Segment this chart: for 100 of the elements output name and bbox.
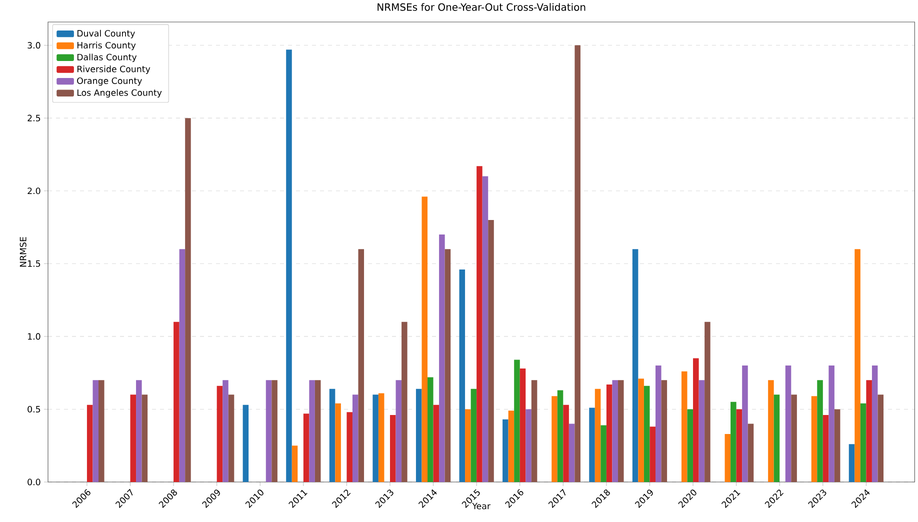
bar xyxy=(730,402,736,482)
bar xyxy=(465,409,471,482)
bar xyxy=(378,393,384,482)
bar xyxy=(242,404,249,482)
y-axis-title: NRMSE xyxy=(20,237,26,267)
bar xyxy=(574,45,580,482)
bar xyxy=(822,415,829,482)
bar xyxy=(736,409,742,482)
bar xyxy=(618,380,624,482)
bar xyxy=(687,409,694,482)
bar xyxy=(352,394,358,482)
bar xyxy=(428,377,434,482)
bar xyxy=(557,390,564,482)
bar xyxy=(563,404,569,482)
bar xyxy=(142,394,148,482)
bar xyxy=(433,404,440,482)
bar xyxy=(568,424,575,482)
y-tick-label: 2.0 xyxy=(28,188,40,194)
bar xyxy=(866,380,872,482)
bar xyxy=(402,322,408,482)
bar xyxy=(531,380,538,482)
legend-label: Dallas County xyxy=(77,54,137,62)
bar xyxy=(612,380,618,482)
bar xyxy=(216,386,223,482)
bar xyxy=(878,394,884,482)
bar xyxy=(179,249,186,482)
bar xyxy=(817,380,823,482)
bar xyxy=(439,234,445,482)
bar xyxy=(346,412,352,482)
bar xyxy=(266,380,272,482)
bar xyxy=(644,386,650,482)
bar xyxy=(130,394,136,482)
legend-label: Los Angeles County xyxy=(77,89,162,98)
bar xyxy=(470,388,477,482)
bar xyxy=(828,366,834,482)
y-tick-label: 3.0 xyxy=(28,42,40,49)
bar xyxy=(785,366,792,482)
bar xyxy=(98,380,104,482)
bar xyxy=(303,414,310,482)
bar xyxy=(286,50,292,482)
bar xyxy=(526,409,532,482)
y-tick-label: 0.5 xyxy=(28,406,40,412)
y-tick-label: 0.0 xyxy=(28,478,40,486)
legend-label: Orange County xyxy=(77,77,142,86)
bar xyxy=(848,444,855,482)
bar xyxy=(488,220,494,482)
bar xyxy=(222,380,228,482)
bar xyxy=(514,360,520,482)
y-tick-label: 2.5 xyxy=(28,114,40,122)
bar xyxy=(774,394,780,482)
bar xyxy=(594,388,601,482)
bar xyxy=(444,249,451,482)
bar xyxy=(228,394,234,482)
bar xyxy=(600,425,606,482)
bar xyxy=(396,380,402,482)
bar xyxy=(606,384,612,482)
bar xyxy=(329,388,336,482)
bar xyxy=(748,424,754,482)
legend-label: Harris County xyxy=(77,42,136,50)
bar xyxy=(335,403,341,482)
chart-title: NRMSEs for One-Year-Out Cross-Validation xyxy=(378,3,586,11)
bar xyxy=(174,322,180,482)
bar xyxy=(86,404,93,482)
bar xyxy=(416,388,422,482)
bar xyxy=(681,371,688,482)
bar xyxy=(520,368,526,482)
bar xyxy=(632,249,638,482)
bar xyxy=(860,403,866,482)
bar xyxy=(309,380,315,482)
bar xyxy=(656,366,662,482)
bar xyxy=(552,396,558,482)
bar xyxy=(724,434,731,482)
y-tick-label: 1.5 xyxy=(28,260,40,267)
bar xyxy=(872,366,878,482)
bar xyxy=(482,176,488,482)
bar xyxy=(742,366,748,482)
bar xyxy=(272,380,278,482)
bar xyxy=(508,410,514,482)
bar xyxy=(698,380,705,482)
y-tick-label: 1.0 xyxy=(28,333,40,340)
bar xyxy=(704,322,710,482)
bar xyxy=(502,419,508,482)
bar xyxy=(811,396,818,482)
bar xyxy=(372,394,378,482)
bar xyxy=(768,380,774,482)
bar xyxy=(390,415,396,482)
bar xyxy=(834,409,840,482)
legend-label: Riverside County xyxy=(77,66,150,74)
bar xyxy=(693,358,699,482)
bar xyxy=(292,446,298,482)
bar xyxy=(476,166,482,482)
bar xyxy=(358,249,364,482)
bar xyxy=(661,380,668,482)
bar xyxy=(185,118,191,482)
bar xyxy=(314,380,321,482)
bar xyxy=(589,408,595,482)
bar xyxy=(791,394,797,482)
bar xyxy=(136,380,142,482)
bar xyxy=(422,196,428,482)
legend-label: Duval County xyxy=(77,30,135,38)
